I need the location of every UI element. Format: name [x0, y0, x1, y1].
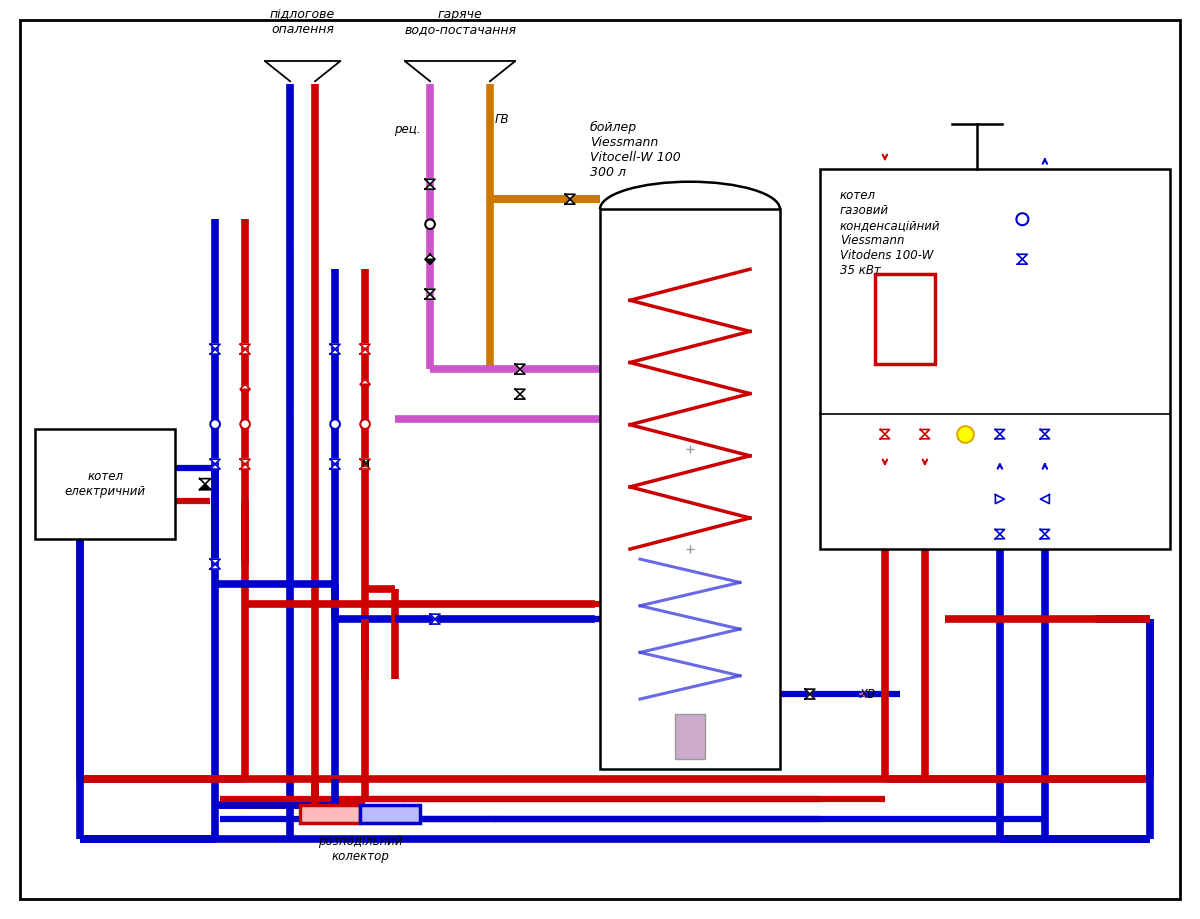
Polygon shape [805, 689, 815, 694]
Polygon shape [210, 564, 220, 569]
Text: підлогове
опалення: підлогове опалення [270, 8, 335, 36]
Polygon shape [240, 389, 250, 394]
Circle shape [360, 419, 370, 429]
Polygon shape [330, 460, 340, 464]
Polygon shape [1040, 529, 1050, 534]
Polygon shape [565, 199, 575, 204]
Polygon shape [1040, 534, 1050, 539]
Polygon shape [240, 464, 250, 469]
Bar [674, 714, 704, 759]
Polygon shape [199, 479, 211, 484]
Polygon shape [210, 349, 220, 354]
Polygon shape [515, 394, 524, 399]
Polygon shape [995, 534, 1004, 539]
Circle shape [425, 220, 434, 229]
Polygon shape [1040, 429, 1050, 434]
Polygon shape [330, 349, 340, 354]
Text: ХВ: ХВ [860, 687, 876, 700]
Polygon shape [881, 429, 889, 434]
Text: розподільний
колектор: розподільний колектор [318, 835, 402, 863]
Polygon shape [1018, 255, 1027, 259]
Polygon shape [425, 294, 436, 300]
Polygon shape [425, 184, 436, 189]
Bar [600, 210, 780, 769]
Text: бойлер
Viessmann
Vitocell-W 100
300 л: бойлер Viessmann Vitocell-W 100 300 л [590, 121, 680, 179]
Text: рец.: рец. [394, 123, 420, 136]
Text: гаряче
водо-постачання: гаряче водо-постачання [404, 8, 516, 36]
Bar [875, 274, 935, 364]
Polygon shape [515, 369, 524, 374]
Polygon shape [199, 484, 211, 490]
Text: M: M [361, 460, 368, 469]
Polygon shape [920, 429, 930, 434]
Polygon shape [210, 464, 220, 469]
Polygon shape [210, 460, 220, 464]
Polygon shape [995, 494, 1004, 504]
Polygon shape [360, 464, 370, 469]
Polygon shape [805, 694, 815, 699]
Polygon shape [330, 345, 340, 349]
Polygon shape [360, 384, 370, 389]
Polygon shape [360, 380, 370, 384]
Circle shape [330, 419, 340, 429]
Polygon shape [430, 614, 440, 619]
Polygon shape [565, 194, 575, 199]
Bar [820, 169, 1170, 550]
Polygon shape [425, 179, 436, 184]
Polygon shape [430, 619, 440, 624]
Polygon shape [210, 345, 220, 349]
Polygon shape [240, 349, 250, 354]
Circle shape [1016, 213, 1028, 225]
Polygon shape [240, 384, 250, 389]
Bar [35, 429, 175, 539]
Polygon shape [515, 364, 524, 369]
Polygon shape [360, 345, 370, 349]
Circle shape [240, 419, 250, 429]
Polygon shape [1040, 434, 1050, 438]
Polygon shape [515, 390, 524, 394]
Polygon shape [240, 460, 250, 464]
Bar [300, 805, 360, 823]
Polygon shape [425, 259, 436, 264]
Polygon shape [881, 434, 889, 438]
Polygon shape [360, 460, 370, 464]
Polygon shape [210, 559, 220, 564]
Polygon shape [425, 289, 436, 294]
Text: котел
газовий
конденсаційний
Viessmann
Vitodens 100-W
35 кВт: котел газовий конденсаційний Viessmann V… [840, 189, 941, 278]
Polygon shape [1040, 494, 1049, 504]
Polygon shape [995, 434, 1004, 438]
Circle shape [210, 419, 220, 429]
Polygon shape [920, 434, 930, 438]
Polygon shape [425, 255, 436, 259]
Text: котел
електричний: котел електричний [65, 471, 145, 498]
Polygon shape [995, 429, 1004, 434]
Polygon shape [330, 464, 340, 469]
Polygon shape [360, 349, 370, 354]
Polygon shape [1018, 259, 1027, 264]
Bar [360, 805, 420, 823]
Polygon shape [995, 529, 1004, 534]
Text: ГВ: ГВ [496, 113, 510, 126]
Polygon shape [240, 345, 250, 349]
